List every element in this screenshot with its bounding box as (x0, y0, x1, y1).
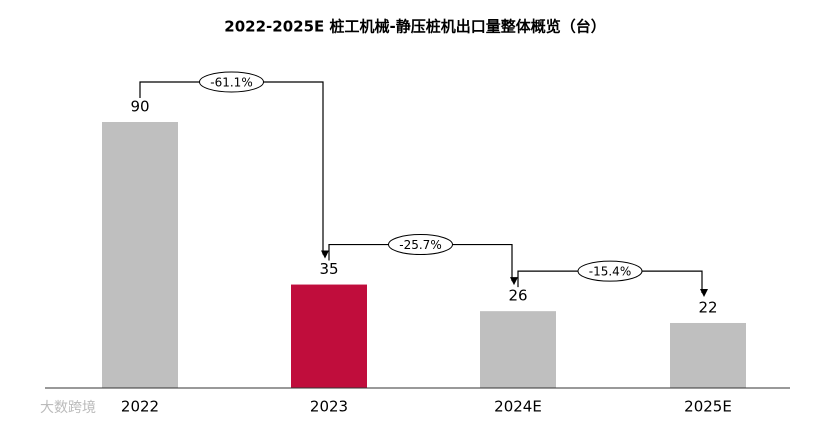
value-label: 26 (508, 287, 527, 305)
chart-title: 2022-2025E 桩工机械-静压桩机出口量整体概览（台） (224, 18, 605, 36)
value-label: 22 (698, 298, 717, 316)
x-tick-label: 2024E (494, 398, 542, 416)
change-label: -15.4% (589, 265, 631, 279)
bar (102, 122, 178, 388)
x-tick-label: 2023 (310, 398, 348, 416)
change-label: -25.7% (399, 238, 441, 252)
change-oval (577, 260, 643, 282)
change-label: -61.1% (210, 76, 252, 90)
x-tick-label: 2025E (684, 398, 732, 416)
x-tick-label: 2022 (121, 398, 159, 416)
bar (670, 322, 746, 388)
change-oval (388, 234, 453, 256)
bar (291, 284, 367, 388)
value-label: 35 (319, 260, 338, 278)
change-oval (199, 71, 264, 93)
bar (480, 311, 556, 388)
value-label: 90 (130, 98, 149, 116)
watermark: 大数跨境 (40, 400, 96, 416)
